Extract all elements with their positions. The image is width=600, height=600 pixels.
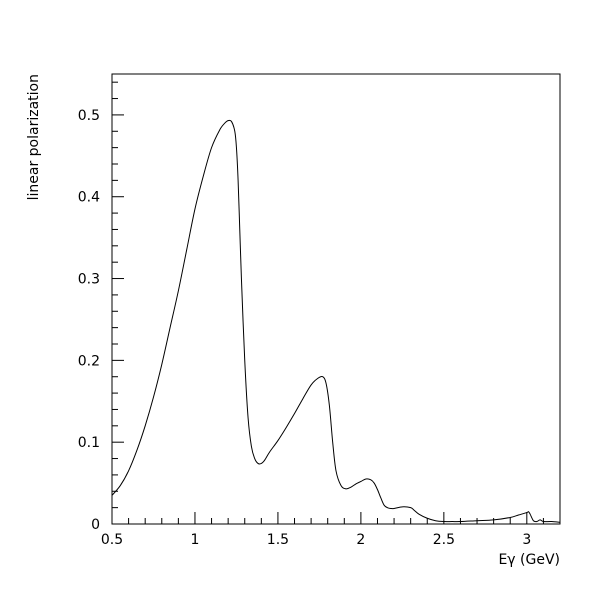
x-tick-label: 2.5 <box>433 532 455 548</box>
x-tick-label: 1 <box>191 532 200 548</box>
x-tick-label: 1.5 <box>267 532 289 548</box>
x-tick-label: 3 <box>522 532 531 548</box>
y-axis-tick-labels: 0 0.1 0.2 0.3 0.4 0.5 <box>78 108 100 533</box>
y-tick-label: 0.3 <box>78 272 100 288</box>
plot-frame <box>111 73 561 525</box>
y-tick-label: 0.2 <box>78 353 100 369</box>
y-tick-label: 0.5 <box>78 108 100 124</box>
series-line <box>111 119 561 523</box>
y-tick-label: 0 <box>91 517 100 533</box>
y-axis-title: linear polarization <box>26 74 42 200</box>
x-axis-tick-labels: 0.5 1 1.5 2 2.5 3 <box>101 532 531 548</box>
y-tick-label: 0.4 <box>78 190 100 206</box>
x-tick-label: 2 <box>356 532 365 548</box>
y-tick-label: 0.1 <box>78 435 100 451</box>
y-axis-ticks <box>112 81 124 525</box>
x-axis-title: Eγ (GeV) <box>498 552 560 568</box>
x-tick-label: 0.5 <box>101 532 123 548</box>
x-axis-ticks <box>111 512 561 524</box>
